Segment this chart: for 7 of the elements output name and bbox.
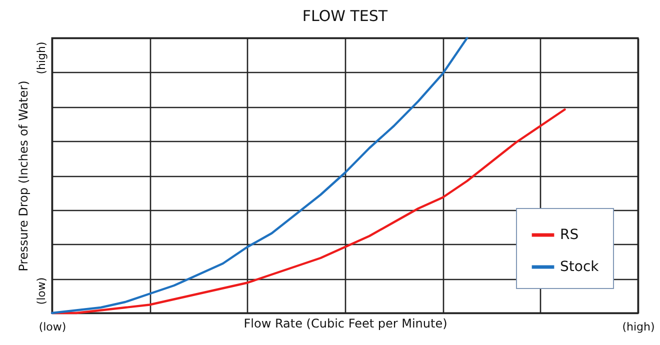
legend-label: RS: [560, 227, 579, 243]
legend-label: Stock: [560, 259, 600, 275]
y-axis-title: Pressure Drop (Inches of Water): [16, 80, 30, 272]
text: (low): [35, 277, 48, 305]
chart-title: FLOW TEST: [302, 6, 388, 25]
x-axis-title: Flow Rate (Cubic Feet per Minute): [244, 316, 448, 330]
text: (high): [35, 42, 48, 74]
